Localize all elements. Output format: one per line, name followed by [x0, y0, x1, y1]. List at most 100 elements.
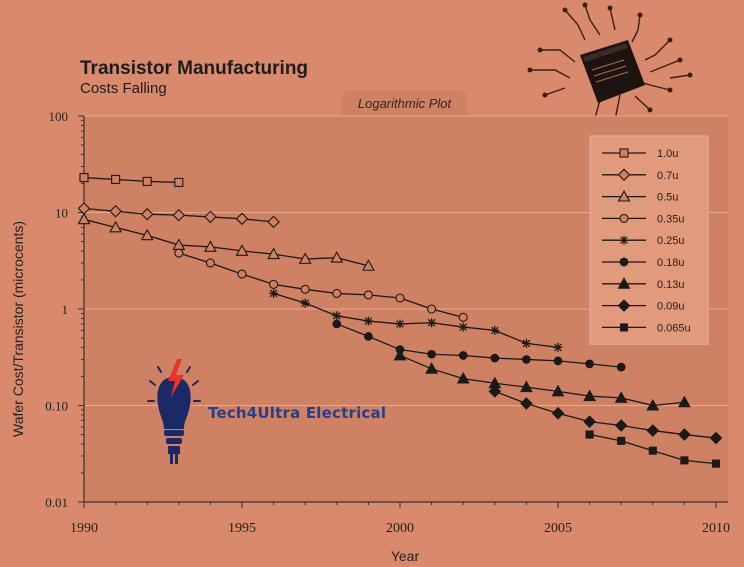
x-tick-label: 2005 [544, 521, 572, 536]
data-point [521, 338, 531, 348]
data-point [619, 235, 629, 245]
data-point [204, 210, 217, 224]
data-point [235, 244, 249, 256]
chart-title: Transistor Manufacturing [80, 58, 309, 79]
data-point [617, 299, 631, 312]
data-point [300, 298, 310, 308]
data-point [583, 389, 597, 402]
y-tick-label: 0.10 [45, 399, 68, 414]
data-point [267, 247, 281, 260]
legend-label: 0.5u [657, 192, 678, 204]
data-point [140, 228, 154, 241]
data-point [393, 348, 407, 361]
data-point [646, 398, 660, 411]
data-point [678, 428, 691, 441]
data-point [395, 293, 405, 303]
data-point [205, 258, 215, 268]
data-point [458, 351, 468, 360]
data-point [237, 269, 247, 279]
data-point [364, 332, 373, 341]
data-point [520, 397, 533, 410]
series-line [336, 323, 622, 368]
data-point [551, 384, 565, 397]
data-point [614, 391, 628, 403]
data-point [300, 284, 310, 294]
data-point [551, 407, 565, 420]
data-point [425, 362, 439, 374]
legend-label: 0.18u [657, 257, 685, 269]
data-point [332, 319, 342, 329]
data-point [109, 220, 123, 233]
plot-type-tab: Logarithmic Plot [342, 90, 467, 117]
legend-label: 0.7u [657, 170, 678, 182]
legend-item: 0.7u [602, 168, 678, 182]
data-point [490, 325, 500, 335]
data-point [585, 359, 594, 369]
data-point [617, 189, 631, 202]
data-point [267, 215, 280, 229]
data-point [583, 415, 596, 428]
data-point [235, 212, 249, 226]
series-line [399, 354, 685, 407]
data-point [680, 456, 689, 465]
data-point [332, 311, 342, 321]
data-point [709, 431, 723, 445]
data-point [427, 318, 437, 328]
data-point [363, 316, 373, 326]
data-point [330, 251, 344, 263]
data-point [174, 177, 184, 187]
series-0.7u [77, 202, 280, 229]
legend-item: 0.065u [602, 322, 691, 334]
series-0.18u [332, 319, 626, 372]
data-point [522, 355, 531, 364]
series-line [273, 292, 559, 349]
data-point [619, 257, 629, 267]
data-point [203, 240, 217, 252]
data-point [585, 430, 594, 439]
series-0.25u [269, 288, 563, 352]
x-tick-label: 1995 [228, 521, 256, 536]
data-point [648, 446, 657, 455]
y-axis-label: Wafer Cost/Transistor (microcents) [10, 221, 26, 437]
data-point [427, 349, 436, 359]
data-point [140, 207, 154, 221]
microchip-icon [527, 2, 693, 123]
series-0.13u [393, 348, 691, 411]
data-point [361, 259, 375, 271]
data-point [332, 288, 342, 298]
y-tick-label: 0.01 [45, 495, 68, 510]
data-point [519, 380, 533, 393]
data-point [488, 385, 502, 398]
data-point [427, 304, 437, 314]
legend-label: 0.35u [657, 213, 685, 225]
legend-item: 1.0u [602, 148, 678, 160]
x-axis-label: Year [391, 548, 420, 564]
data-point [617, 168, 631, 182]
x-tick-label: 2000 [386, 521, 414, 536]
data-point [456, 371, 470, 384]
series-1.0u [79, 173, 184, 187]
data-point [269, 288, 279, 298]
data-point [142, 176, 152, 186]
legend-item: 0.5u [602, 189, 678, 204]
x-tick-label: 1990 [70, 521, 98, 536]
legend: 1.0u 0.7u 0.5u 0.35u 0.25u 0.18u 0.13u 0.09u 0.0… [589, 135, 709, 345]
data-point [458, 312, 468, 322]
data-point [614, 419, 628, 432]
series-0.09u [488, 385, 723, 445]
legend-item: 0.09u [602, 299, 685, 313]
data-point [617, 277, 631, 289]
data-point [363, 290, 373, 300]
data-point [677, 395, 691, 408]
data-point [298, 252, 312, 264]
legend-label: 1.0u [657, 148, 678, 160]
legend-item: 0.13u [602, 277, 685, 291]
legend-label: 0.25u [657, 235, 685, 247]
legend-item: 0.25u [602, 235, 685, 247]
data-point [490, 353, 500, 363]
data-point [619, 148, 629, 158]
x-tick-label: 2010 [702, 521, 730, 536]
y-tick-label: 1 [62, 302, 69, 317]
series-line [83, 218, 369, 267]
